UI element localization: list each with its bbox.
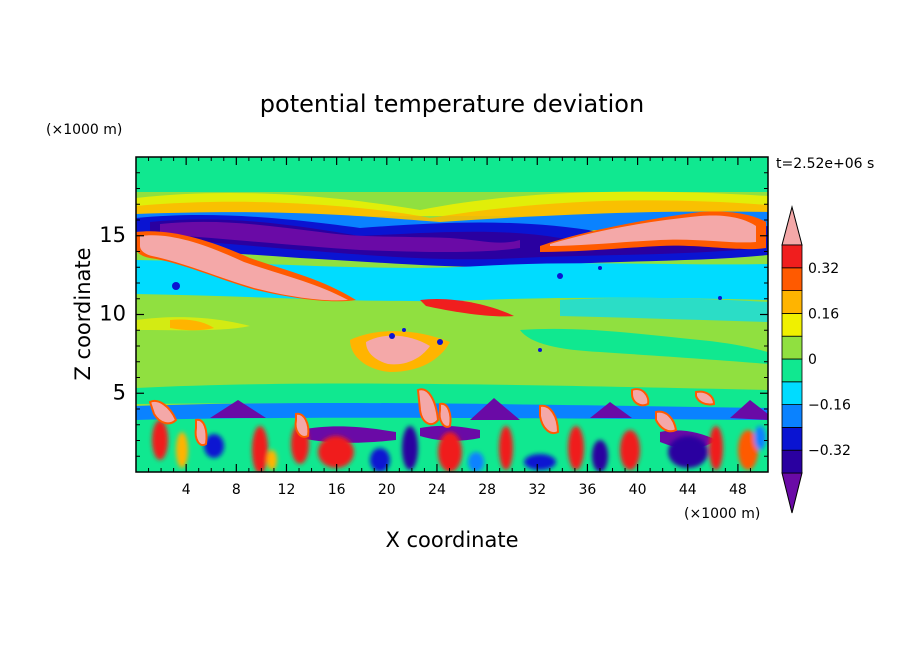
x-tick-label: 36 (579, 482, 597, 498)
chart-title: potential temperature deviation (260, 90, 644, 118)
colorbar-segment (781, 381, 803, 405)
contour-region (170, 319, 214, 331)
plot-area (136, 157, 768, 472)
x-tick-label: 12 (278, 482, 296, 498)
colorbar-max-triangle (781, 205, 803, 246)
contour-cells (172, 266, 722, 352)
y-tick-label: 10 (99, 302, 126, 326)
time-label: t=2.52e+06 s (776, 156, 874, 172)
x-axis: 4 8 12 16 20 24 28 32 36 40 44 48 (148, 157, 751, 498)
colorbar-segment (781, 449, 803, 474)
x-tick-label: 32 (528, 482, 546, 498)
x-tick-label: 48 (729, 482, 747, 498)
contour-cells (148, 388, 716, 446)
colorbar-tick-label: 0.16 (808, 306, 839, 322)
x-tick-label: 4 (182, 482, 191, 498)
colorbar-segment (781, 358, 803, 383)
contour-cells (152, 420, 766, 472)
contour-region (366, 335, 430, 365)
x-tick-label: 28 (478, 482, 496, 498)
y-axis-label: Z coordinate (71, 247, 95, 380)
x-tick-label: 8 (232, 482, 241, 498)
colorbar-min-triangle (781, 472, 803, 514)
colorbar-segment (781, 244, 803, 269)
colorbar-segment (781, 426, 803, 451)
contour-region (136, 157, 768, 192)
colorbar-segment (781, 267, 803, 291)
colorbar (781, 205, 803, 514)
y-axis: 5 10 15 (99, 172, 768, 457)
contour-region (550, 215, 756, 246)
x-tick-label: 40 (629, 482, 647, 498)
colorbar-tick-label: −0.16 (808, 398, 851, 414)
y-unit-label: (×1000 m) (46, 122, 122, 138)
contour-region (420, 298, 514, 317)
x-unit-label: (×1000 m) (684, 506, 760, 522)
contour-region (140, 235, 348, 301)
colorbar-ticks: 0.32 0.16 0 −0.16 −0.32 (808, 261, 851, 459)
x-tick-label: 24 (428, 482, 446, 498)
contour-region (560, 297, 768, 322)
colorbar-segment (781, 335, 803, 360)
x-axis-label: X coordinate (385, 528, 518, 552)
x-tick-label: 16 (328, 482, 346, 498)
y-tick-label: 15 (99, 223, 126, 247)
y-tick-label: 5 (113, 380, 126, 404)
x-tick-label: 20 (378, 482, 396, 498)
colorbar-tick-label: −0.32 (808, 443, 851, 459)
colorbar-tick-label: 0 (808, 352, 817, 368)
colorbar-segment (781, 312, 803, 337)
x-tick-label: 44 (679, 482, 697, 498)
colorbar-tick-label: 0.32 (808, 261, 839, 277)
contour-cells (210, 398, 768, 449)
contour-region (520, 328, 768, 364)
colorbar-segment (781, 404, 803, 428)
contour-region (160, 221, 520, 252)
colorbar-segment (781, 290, 803, 314)
